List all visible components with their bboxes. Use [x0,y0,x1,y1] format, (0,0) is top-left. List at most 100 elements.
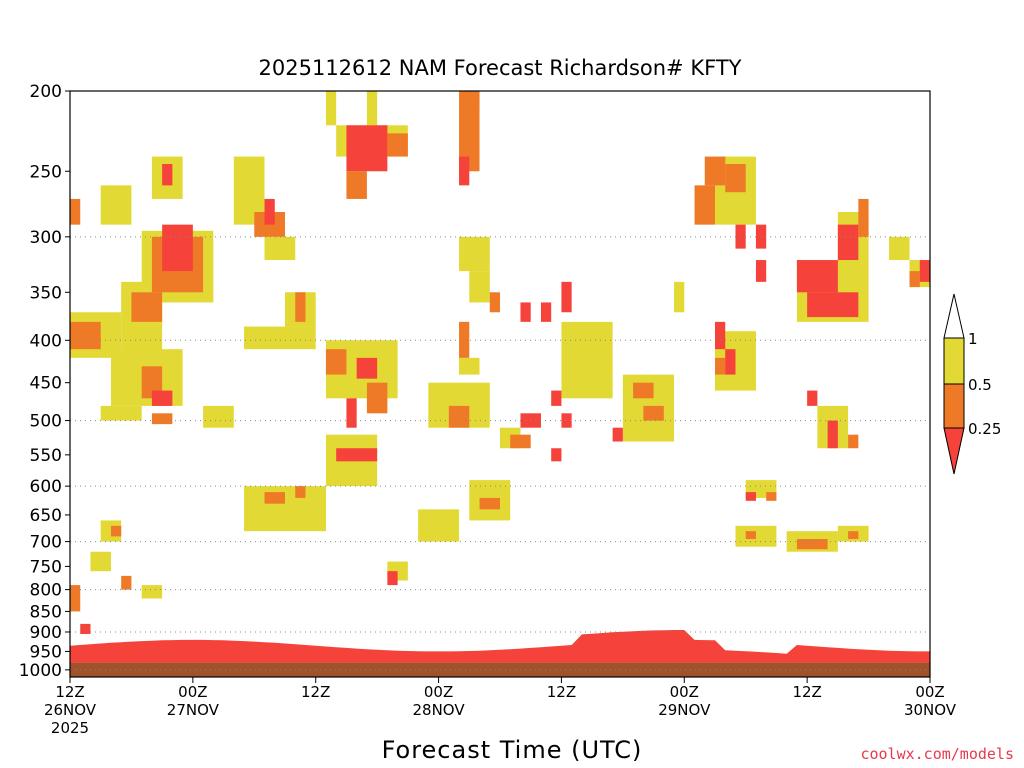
heatmap-cell [70,585,81,612]
x-tick-label: 30NOV [904,701,957,719]
color-legend: 1 0.5 0.25 [943,293,1001,475]
heatmap-cell [346,125,388,172]
heatmap-cell [551,390,562,406]
y-tick-label: 950 [30,642,62,662]
heatmap-cell [796,539,828,550]
x-tick-label: 00Z [670,683,699,701]
heatmap-cell [919,260,930,282]
heatmap-cell [336,448,378,462]
grid-lines [70,236,930,671]
x-tick-label: 2025 [51,719,89,737]
x-axis-label: Forecast Time (UTC) [382,736,643,764]
heatmap-cell [325,91,337,126]
heatmap-cell [755,260,767,282]
y-tick-label: 500 [30,412,62,432]
heatmap-cell [121,575,132,590]
heatmap-cell [366,91,378,126]
heatmap-cell [110,525,122,537]
heatmap-cell [448,405,470,428]
heatmap-cell [459,357,480,375]
heatmap-cell [469,91,480,109]
y-tick-label: 700 [30,533,62,553]
heatmap-cell [100,405,142,421]
y-tick-label: 750 [30,557,62,577]
heatmap-cell [766,492,777,501]
heatmap-cell [540,302,552,322]
heatmap-cell [704,156,726,186]
legend-label: 1 [968,330,978,348]
y-tick-label: 1000 [19,661,62,681]
legend-label: 0.25 [968,420,1001,438]
heatmap-cell [694,185,715,225]
heatmap-cell [151,390,173,406]
y-tick-label: 650 [30,506,62,526]
heatmap-cell [909,271,920,288]
x-tick-label: 12Z [792,683,821,701]
heatmap-cell [418,509,460,542]
heatmap-cell [387,571,398,586]
heatmap-cell [151,413,173,425]
heatmap-cell [715,357,726,375]
y-tick-label: 800 [30,581,62,601]
heatmap-cell [459,321,470,358]
x-tick-label: 28NOV [413,701,466,719]
heatmap-cell [848,434,859,449]
heatmap-cell [725,163,746,193]
y-tick-label: 450 [30,374,62,394]
legend-swatch [943,383,965,429]
heatmap-cell [745,492,756,501]
heatmap-cell [561,281,572,313]
y-tick-label: 300 [30,228,62,248]
legend-swatch [943,337,965,385]
x-tick-label: 29NOV [658,701,711,719]
heatmap-cell [459,91,480,172]
heatmap-cell [469,271,490,303]
x-tick-label: 26NOV [44,701,97,719]
heatmap-cell [141,366,163,399]
legend-bottom-arrow [943,427,965,475]
x-tick-label: 00Z [915,683,944,701]
heatmap-cell [561,321,613,399]
heatmap-cell [715,321,726,350]
legend-label: 0.5 [968,376,992,394]
x-tick-label: 27NOV [167,701,220,719]
heatmap-cell [858,198,869,237]
y-tick-label: 400 [30,331,62,351]
heatmap-cell [264,492,285,504]
heatmap-cell [325,349,347,375]
heatmap-cell [612,427,623,442]
heatmap-cell [827,420,838,449]
heatmap-cell [387,133,408,157]
x-tick-label: 12Z [301,683,330,701]
y-axis: 200 250 300 350 400 450 500 550 600 650 700 750 8008… [19,82,70,681]
heatmap-cell [356,357,378,379]
heatmap-cell [755,224,767,249]
heatmap-cell [479,497,500,510]
y-tick-label: 600 [30,477,62,497]
heatmap-cell [295,486,306,498]
heatmap-cell [203,405,234,428]
credit-text: coolwx.com/models [860,745,1014,763]
heatmap-cell [807,292,859,318]
y-tick-label: 250 [30,162,62,182]
heatmap-cell [889,236,910,261]
heatmap-cell [674,281,685,313]
y-tick-label: 550 [30,446,62,466]
heatmap-cell [837,224,859,261]
surface-low-ri-band [70,630,930,663]
heatmap-cell [459,236,490,272]
heatmap-cell [633,382,654,399]
chart-title: 2025112612 NAM Forecast Richardson# KFTY [259,56,742,80]
x-tick-label: 00Z [178,683,207,701]
heatmap-cell [346,398,357,428]
heatmap-cell [520,302,531,322]
heatmap-cell [725,349,736,375]
heatmap-cell [70,198,81,225]
heatmap-cell [561,413,572,428]
heatmap-cell [366,382,388,414]
heatmap-cell [643,405,664,421]
heatmap-cell [90,551,111,572]
legend-top-arrow [943,293,965,339]
